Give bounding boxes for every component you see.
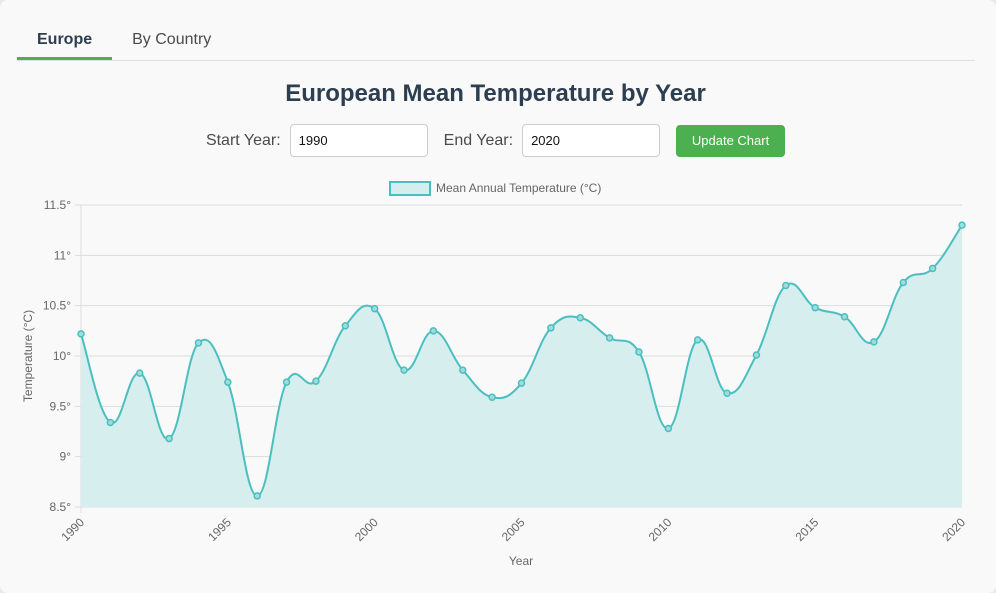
data-point[interactable] xyxy=(811,303,819,312)
tab-by-country[interactable]: By Country xyxy=(132,31,212,48)
data-point[interactable] xyxy=(370,304,379,313)
data-point[interactable] xyxy=(135,369,144,377)
data-point[interactable] xyxy=(958,221,966,229)
data-point[interactable] xyxy=(928,264,937,273)
data-point[interactable] xyxy=(547,324,555,332)
area-fill xyxy=(81,225,962,507)
start-year-input[interactable] xyxy=(289,124,428,157)
data-point[interactable] xyxy=(782,281,790,290)
legend[interactable]: Mean Annual Temperature (°C) xyxy=(389,181,601,196)
y-tick-label: 10° xyxy=(53,349,71,363)
y-tick-label: 8.5° xyxy=(50,500,72,514)
data-point[interactable] xyxy=(840,312,849,321)
data-point[interactable] xyxy=(77,330,85,338)
data-point[interactable] xyxy=(693,336,702,344)
data-point[interactable] xyxy=(459,366,467,374)
data-point[interactable] xyxy=(400,366,408,374)
tab-bar: Europe By Country xyxy=(17,20,975,61)
data-points xyxy=(77,221,966,500)
data-point[interactable] xyxy=(870,338,878,346)
end-year-input[interactable] xyxy=(522,124,661,157)
y-axis: 8.5° 9° 9.5° 10° 10.5° 11° 11.5° xyxy=(43,198,71,514)
x-tick-label: 2010 xyxy=(646,515,675,544)
data-point[interactable] xyxy=(165,434,173,443)
data-point[interactable] xyxy=(517,379,526,387)
data-point[interactable] xyxy=(253,492,261,500)
data-point[interactable] xyxy=(723,389,731,397)
data-point[interactable] xyxy=(752,351,761,359)
data-point[interactable] xyxy=(635,348,643,356)
y-tick-label: 9° xyxy=(60,450,72,464)
legend-swatch xyxy=(389,181,431,196)
data-point[interactable] xyxy=(224,378,232,386)
update-chart-button[interactable]: Update Chart xyxy=(676,124,786,157)
end-year-label: End Year: xyxy=(443,131,514,149)
x-tick-label: 1995 xyxy=(205,515,234,544)
x-tick-label: 2015 xyxy=(793,515,822,544)
data-point[interactable] xyxy=(605,334,614,342)
data-point[interactable] xyxy=(106,418,115,427)
data-point[interactable] xyxy=(429,327,438,335)
y-tick-label: 9.5° xyxy=(50,399,72,413)
legend-label: Mean Annual Temperature (°C) xyxy=(436,181,601,195)
x-tick-label: 2020 xyxy=(939,515,968,544)
year-controls: Start Year: End Year: Update Chart xyxy=(0,124,991,157)
data-point[interactable] xyxy=(194,339,203,347)
x-tick-label: 1990 xyxy=(58,515,87,544)
x-tick-label: 2005 xyxy=(499,515,528,544)
series-line xyxy=(80,224,963,497)
y-tick-label: 11° xyxy=(54,248,71,262)
data-point[interactable] xyxy=(312,377,320,385)
tab-europe[interactable]: Europe xyxy=(17,20,113,60)
data-point[interactable] xyxy=(341,322,350,330)
chart-title: European Mean Temperature by Year xyxy=(285,80,706,107)
y-axis-title: Temperature (°C) xyxy=(21,310,35,402)
data-point[interactable] xyxy=(488,393,496,402)
data-point[interactable] xyxy=(899,278,908,287)
y-tick-label: 10.5° xyxy=(43,299,71,313)
data-point[interactable] xyxy=(282,378,291,386)
x-axis: 1990 1995 2000 2005 2010 2015 2020 xyxy=(58,515,968,544)
y-tick-label: 11.5° xyxy=(44,198,71,212)
start-year-label: Start Year: xyxy=(205,131,281,149)
data-point[interactable] xyxy=(576,313,584,322)
x-tick-label: 2000 xyxy=(352,515,381,544)
data-point[interactable] xyxy=(664,424,673,433)
x-axis-title: Year xyxy=(509,554,533,568)
